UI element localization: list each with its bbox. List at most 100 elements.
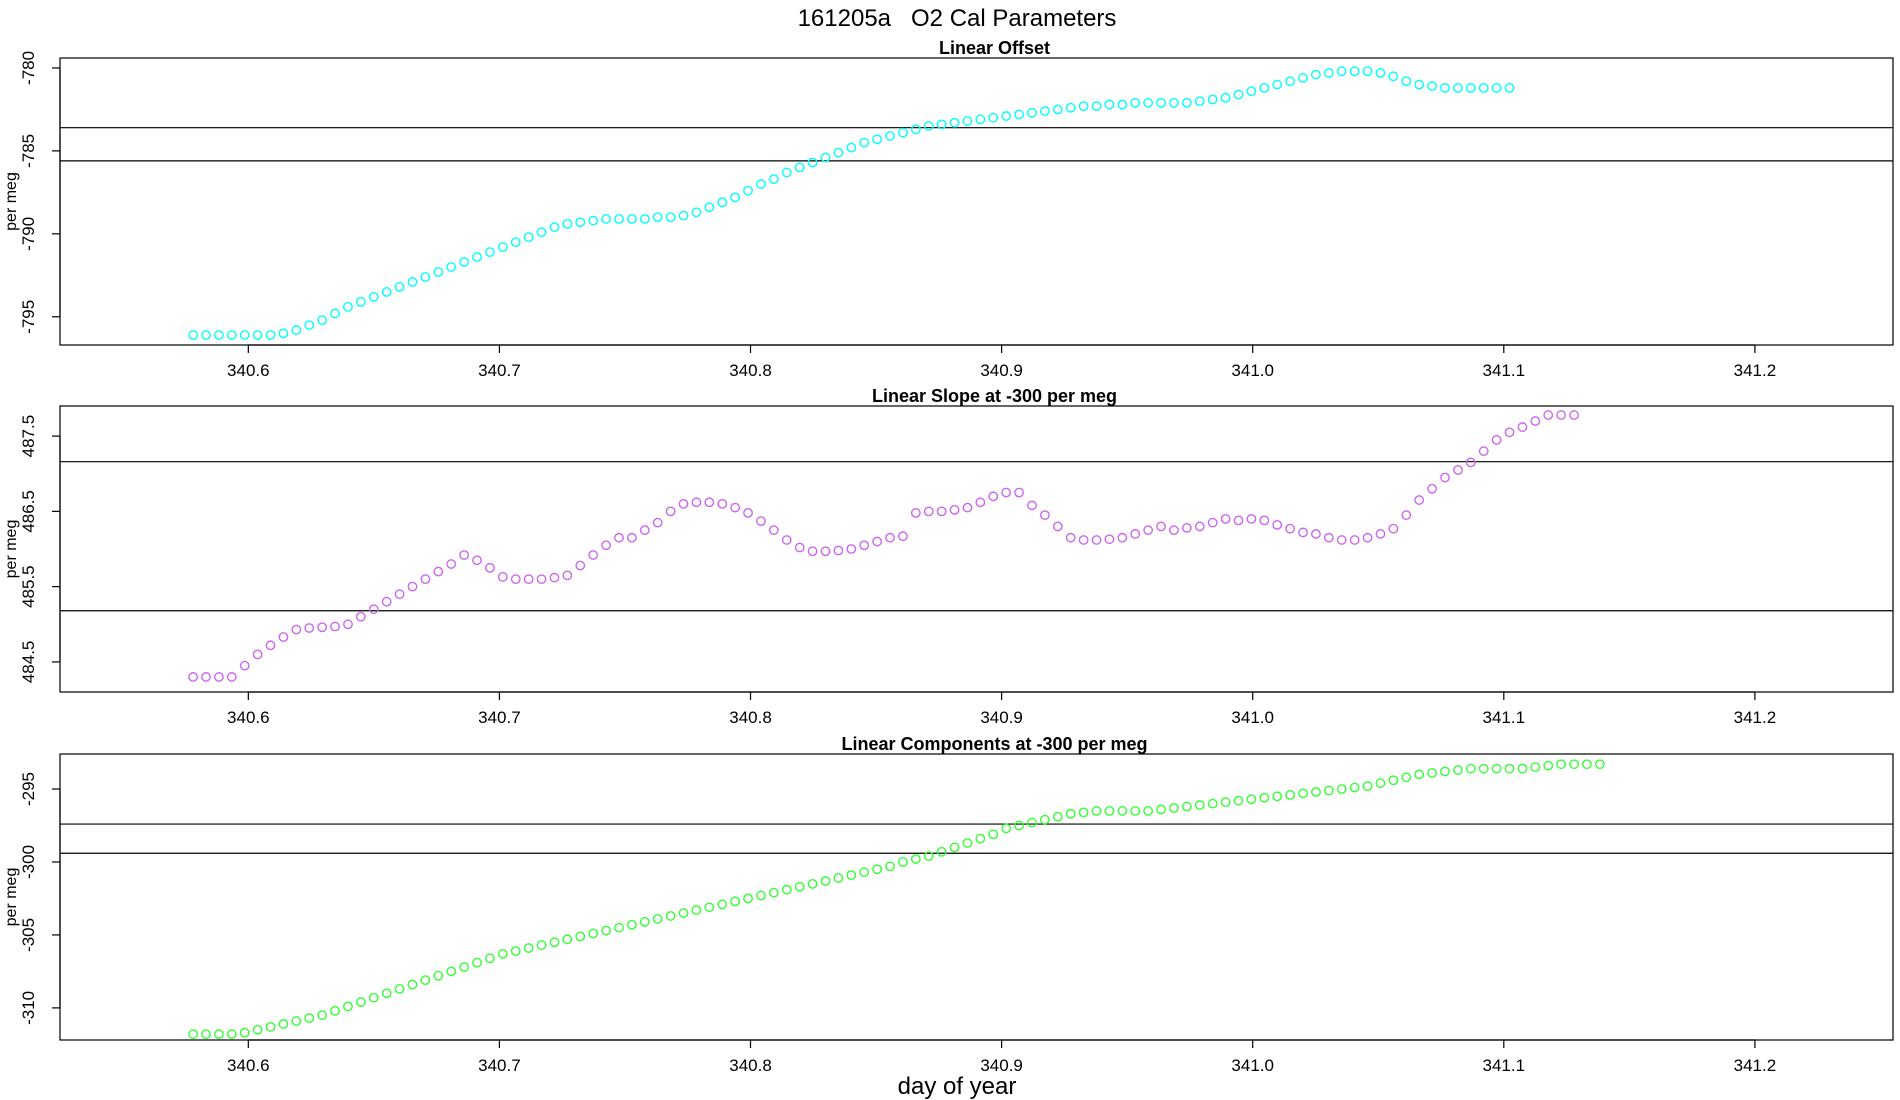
panel-title: Linear Components at -300 per meg	[841, 734, 1147, 754]
data-point	[343, 619, 353, 630]
y-tick-label: -780	[19, 51, 38, 85]
data-point	[562, 570, 573, 581]
data-point	[717, 197, 728, 208]
data-point	[988, 829, 999, 840]
data-point	[562, 218, 573, 229]
data-point	[407, 581, 418, 592]
data-point	[188, 330, 198, 340]
data-point	[1078, 535, 1089, 545]
y-tick-label: -785	[19, 134, 38, 168]
data-point	[1233, 515, 1244, 526]
data-point	[1530, 762, 1541, 773]
data-point	[446, 559, 457, 569]
data-point	[1104, 806, 1115, 816]
data-point	[665, 911, 676, 921]
data-point	[1169, 525, 1179, 536]
data-point	[304, 623, 315, 633]
data-point	[265, 1021, 276, 1032]
data-point	[936, 846, 947, 857]
data-point	[1285, 523, 1296, 534]
y-tick-label: 485.5	[19, 565, 38, 608]
data-point	[1117, 532, 1128, 543]
data-point	[1298, 527, 1308, 538]
data-point	[304, 320, 315, 330]
data-point	[601, 925, 611, 936]
data-point	[536, 574, 547, 585]
data-point	[1220, 513, 1231, 524]
data-point	[1272, 79, 1283, 90]
data-point	[626, 214, 637, 224]
data-point	[1220, 92, 1231, 103]
data-point	[820, 152, 831, 163]
data-point	[1001, 487, 1012, 498]
data-point	[704, 202, 715, 213]
data-point	[1427, 768, 1437, 778]
data-point	[898, 857, 908, 867]
x-tick-label: 340.6	[227, 708, 270, 727]
data-point	[1465, 457, 1476, 468]
data-point	[562, 934, 573, 945]
data-point	[575, 560, 586, 571]
data-point	[1065, 532, 1076, 543]
x-tick-label: 340.6	[227, 1056, 270, 1075]
data-point	[1272, 791, 1283, 802]
data-point	[1336, 66, 1347, 77]
panel-title: Linear Slope at -300 per meg	[872, 386, 1117, 406]
data-point	[394, 282, 405, 292]
data-point	[1298, 73, 1308, 83]
x-tick-label: 340.9	[980, 708, 1023, 727]
data-point	[1001, 111, 1012, 121]
data-point	[1027, 107, 1037, 118]
data-point	[420, 975, 431, 986]
data-point	[497, 571, 508, 582]
data-point	[394, 984, 405, 994]
data-point	[368, 291, 379, 302]
data-point	[678, 498, 689, 509]
data-point	[265, 330, 276, 340]
data-point	[1530, 416, 1541, 426]
data-point	[549, 572, 560, 583]
data-point	[497, 949, 508, 959]
data-point	[1504, 763, 1515, 774]
data-point	[1014, 820, 1024, 831]
data-point	[265, 640, 276, 651]
data-point	[743, 507, 753, 518]
data-point	[756, 890, 766, 901]
data-point	[433, 566, 444, 577]
data-point	[381, 596, 392, 607]
data-point	[317, 315, 328, 326]
y-tick-label: 486.5	[19, 490, 38, 533]
data-point	[833, 873, 844, 883]
data-point	[691, 497, 702, 508]
y-axis-label: per meg	[3, 172, 20, 231]
data-point	[885, 861, 895, 872]
plot-frame	[59, 57, 1894, 346]
data-point	[626, 532, 637, 543]
x-tick-label: 341.2	[1734, 1056, 1777, 1075]
data-point	[446, 262, 457, 272]
data-point	[1233, 89, 1244, 100]
data-point	[304, 1013, 315, 1024]
data-point	[949, 842, 960, 853]
data-point	[1427, 483, 1437, 494]
data-point	[1478, 446, 1489, 457]
data-point	[278, 328, 289, 339]
data-point	[472, 957, 482, 968]
data-point	[1414, 79, 1425, 90]
y-tick-label: -295	[19, 772, 38, 806]
data-point	[213, 330, 224, 340]
data-point	[575, 217, 586, 228]
data-point	[523, 232, 534, 243]
y-tick-label: -305	[19, 918, 38, 952]
data-point	[1001, 823, 1012, 834]
data-point	[472, 252, 482, 262]
data-point	[807, 878, 818, 889]
data-point	[704, 902, 715, 913]
data-point	[1453, 82, 1463, 93]
x-tick-label: 341.0	[1231, 708, 1274, 727]
data-point	[1569, 410, 1579, 420]
data-point	[717, 899, 728, 910]
data-point	[691, 905, 702, 916]
data-point	[407, 979, 418, 990]
